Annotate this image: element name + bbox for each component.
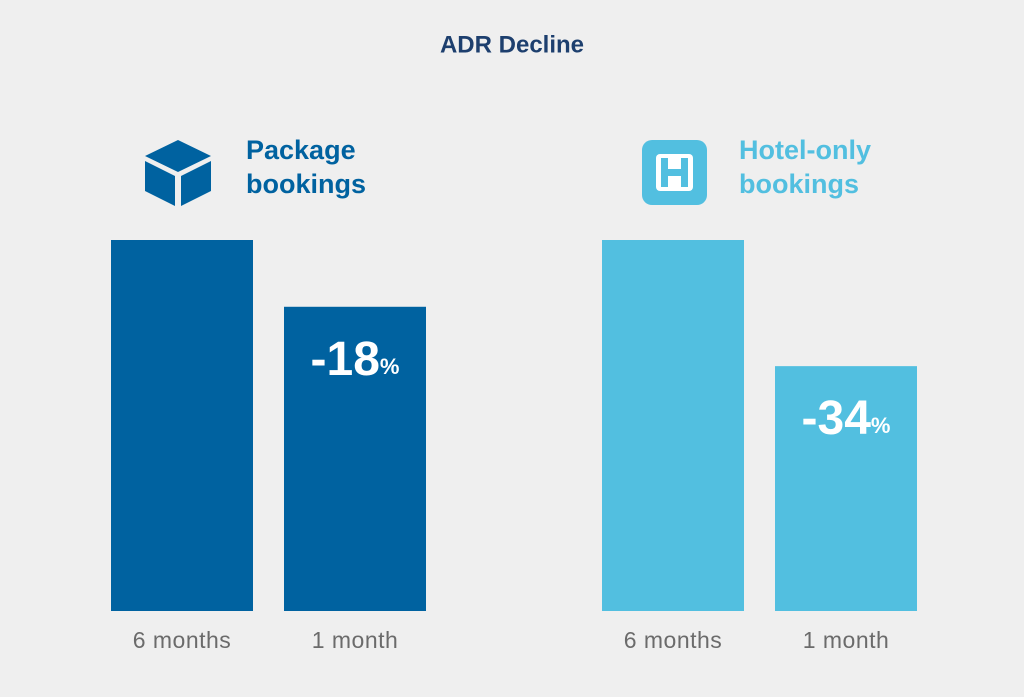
bar xyxy=(111,240,253,611)
group-title: bookings xyxy=(739,169,859,199)
package-icon xyxy=(145,140,211,206)
group-title: Package xyxy=(246,135,356,165)
group-title: Hotel-only xyxy=(739,135,871,165)
hotel-icon xyxy=(642,140,707,205)
change-value: -18 xyxy=(311,332,380,385)
change-label: -18% xyxy=(311,332,400,385)
bar xyxy=(284,306,426,611)
x-tick-label: 6 months xyxy=(624,627,723,653)
bar xyxy=(602,240,744,611)
change-unit: % xyxy=(380,354,400,379)
x-tick-label: 1 month xyxy=(312,627,399,653)
group-title: bookings xyxy=(246,169,366,199)
chart-title: ADR Decline xyxy=(440,31,584,58)
change-label: -34% xyxy=(802,392,891,445)
change-value: -34 xyxy=(802,392,872,445)
change-unit: % xyxy=(871,413,891,438)
x-tick-label: 6 months xyxy=(133,627,232,653)
x-tick-label: 1 month xyxy=(803,627,890,653)
bar xyxy=(775,366,917,611)
